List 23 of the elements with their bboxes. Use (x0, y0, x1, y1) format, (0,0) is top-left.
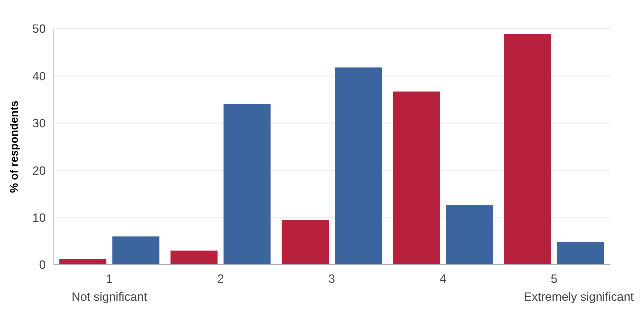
x-tick-label: 4 (440, 272, 447, 286)
x-tick-label: 5 (551, 272, 558, 286)
y-tick-label: 10 (32, 211, 46, 225)
bar (112, 236, 160, 265)
y-tick-label: 50 (32, 22, 46, 36)
y-tick-label: 40 (32, 69, 46, 84)
bar (224, 104, 271, 265)
x-tick-label: 1 (106, 272, 114, 286)
bar (170, 250, 218, 265)
bar (504, 34, 552, 265)
y-tick-label: 0 (39, 258, 46, 272)
x-tick-label: 3 (328, 272, 336, 286)
bar (446, 206, 494, 265)
y-axis-title: % of respondents (9, 100, 21, 194)
x-tick-label: 2 (217, 272, 224, 286)
bar (393, 92, 440, 265)
y-tick-label: 20 (32, 164, 46, 178)
bar (557, 242, 604, 265)
text: Extremely significant (524, 290, 635, 304)
y-tick-label: 30 (32, 116, 46, 131)
text: Not significant (72, 290, 148, 304)
bar (282, 220, 329, 265)
bar (335, 68, 382, 265)
